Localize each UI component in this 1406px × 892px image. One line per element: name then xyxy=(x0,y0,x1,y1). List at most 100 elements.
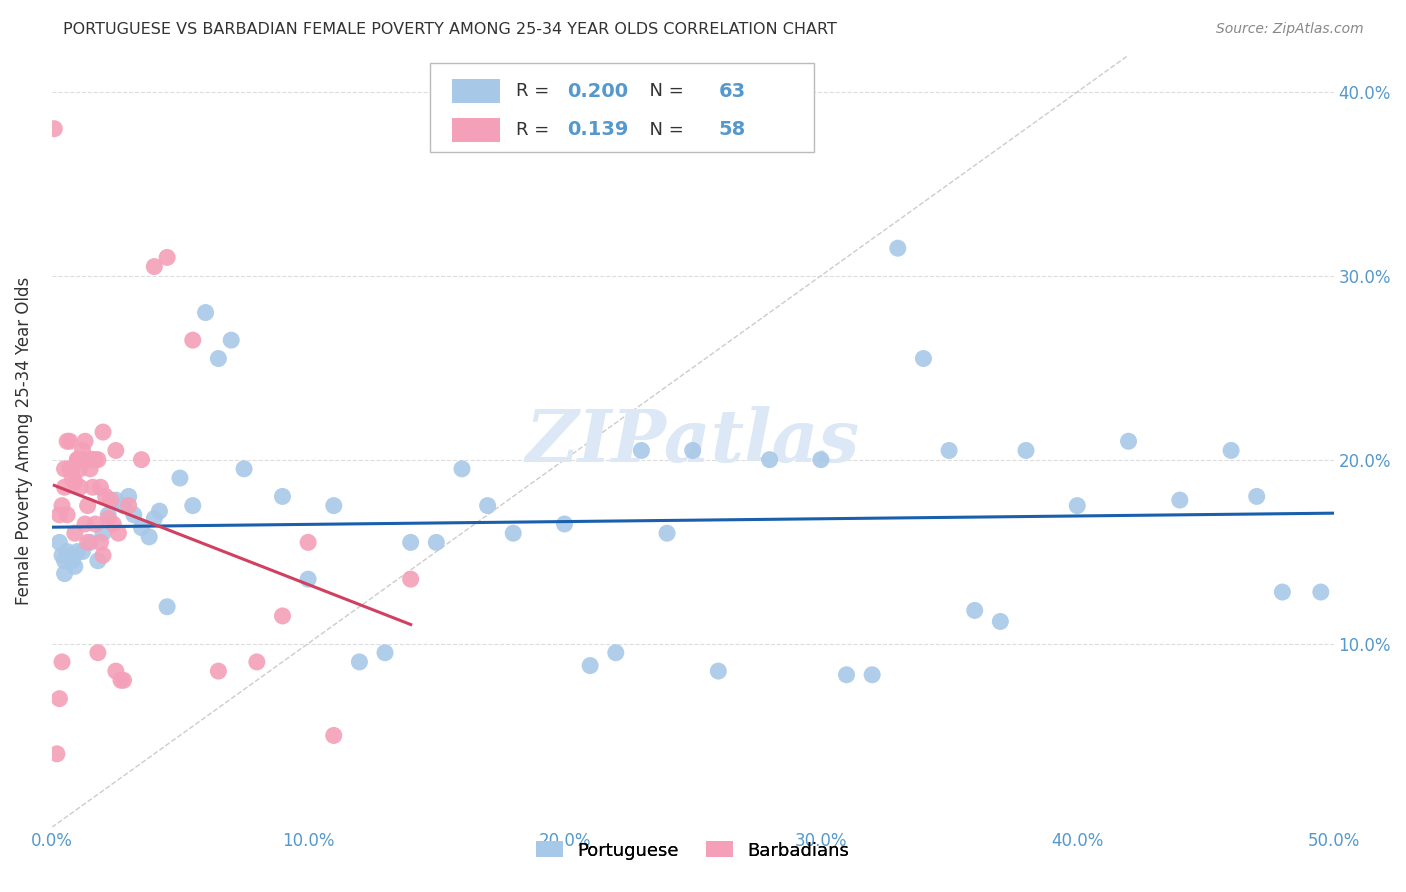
Point xyxy=(1246,490,1268,504)
Text: N =: N = xyxy=(637,82,689,100)
Point xyxy=(69,480,91,494)
Point xyxy=(75,516,97,531)
Point xyxy=(59,462,82,476)
Point xyxy=(75,434,97,449)
Point xyxy=(207,664,229,678)
Point xyxy=(912,351,935,366)
Point xyxy=(107,526,129,541)
Point xyxy=(56,434,79,449)
Point xyxy=(60,462,83,476)
Point xyxy=(988,615,1011,629)
Point xyxy=(60,471,83,485)
Point xyxy=(72,452,94,467)
Point xyxy=(502,526,524,541)
Point xyxy=(143,260,166,274)
Point xyxy=(48,508,70,522)
Point xyxy=(59,434,82,449)
Text: 63: 63 xyxy=(718,81,745,101)
Bar xyxy=(451,78,501,103)
Point xyxy=(100,493,122,508)
Point xyxy=(835,667,858,681)
FancyBboxPatch shape xyxy=(430,62,814,152)
Point xyxy=(91,425,114,439)
Point xyxy=(89,480,111,494)
Point xyxy=(219,333,242,347)
Point xyxy=(79,462,101,476)
Text: 58: 58 xyxy=(718,120,745,139)
Point xyxy=(76,499,98,513)
Point xyxy=(271,490,294,504)
Text: 0.200: 0.200 xyxy=(567,81,628,101)
Point xyxy=(79,452,101,467)
Point xyxy=(44,121,66,136)
Point xyxy=(112,499,135,513)
Point xyxy=(1118,434,1140,449)
Bar xyxy=(451,118,501,142)
Point xyxy=(374,646,396,660)
Point xyxy=(156,251,179,265)
Point xyxy=(69,462,91,476)
Text: R =: R = xyxy=(516,121,555,139)
Point xyxy=(271,609,294,624)
Point xyxy=(60,554,83,568)
Point xyxy=(181,333,204,347)
Point xyxy=(79,535,101,549)
Point xyxy=(1015,443,1038,458)
Point xyxy=(1168,493,1191,508)
Legend: Portuguese, Barbadians: Portuguese, Barbadians xyxy=(527,832,859,869)
Text: PORTUGUESE VS BARBADIAN FEMALE POVERTY AMONG 25-34 YEAR OLDS CORRELATION CHART: PORTUGUESE VS BARBADIAN FEMALE POVERTY A… xyxy=(63,22,837,37)
Point xyxy=(97,511,120,525)
Point xyxy=(118,490,141,504)
Point xyxy=(97,508,120,522)
Point xyxy=(82,452,104,467)
Point xyxy=(131,521,153,535)
Point xyxy=(1066,499,1088,513)
Point xyxy=(66,452,89,467)
Point xyxy=(322,499,344,513)
Point xyxy=(399,572,422,586)
Point xyxy=(56,544,79,558)
Point xyxy=(399,535,422,549)
Point xyxy=(122,508,145,522)
Point xyxy=(451,462,474,476)
Point xyxy=(181,499,204,513)
Point xyxy=(131,452,153,467)
Text: Source: ZipAtlas.com: Source: ZipAtlas.com xyxy=(1216,22,1364,37)
Point xyxy=(104,664,127,678)
Point xyxy=(553,516,575,531)
Point xyxy=(707,664,730,678)
Point xyxy=(349,655,371,669)
Point xyxy=(53,554,76,568)
Point xyxy=(425,535,447,549)
Point xyxy=(76,535,98,549)
Point xyxy=(87,452,110,467)
Point xyxy=(66,544,89,558)
Point xyxy=(297,535,319,549)
Point xyxy=(246,655,269,669)
Point xyxy=(655,526,678,541)
Point xyxy=(91,526,114,541)
Point xyxy=(110,673,132,688)
Point xyxy=(682,443,704,458)
Text: N =: N = xyxy=(637,121,689,139)
Point xyxy=(63,559,86,574)
Point xyxy=(66,452,89,467)
Point xyxy=(82,480,104,494)
Point xyxy=(72,443,94,458)
Point xyxy=(53,566,76,581)
Y-axis label: Female Poverty Among 25-34 Year Olds: Female Poverty Among 25-34 Year Olds xyxy=(15,277,32,606)
Point xyxy=(143,511,166,525)
Point xyxy=(938,443,960,458)
Point xyxy=(1309,585,1331,599)
Point xyxy=(59,548,82,562)
Point xyxy=(51,499,73,513)
Point xyxy=(194,305,217,319)
Point xyxy=(45,747,67,761)
Text: R =: R = xyxy=(516,82,555,100)
Point xyxy=(156,599,179,614)
Point xyxy=(87,554,110,568)
Point xyxy=(48,535,70,549)
Point xyxy=(53,462,76,476)
Point xyxy=(118,499,141,513)
Point xyxy=(207,351,229,366)
